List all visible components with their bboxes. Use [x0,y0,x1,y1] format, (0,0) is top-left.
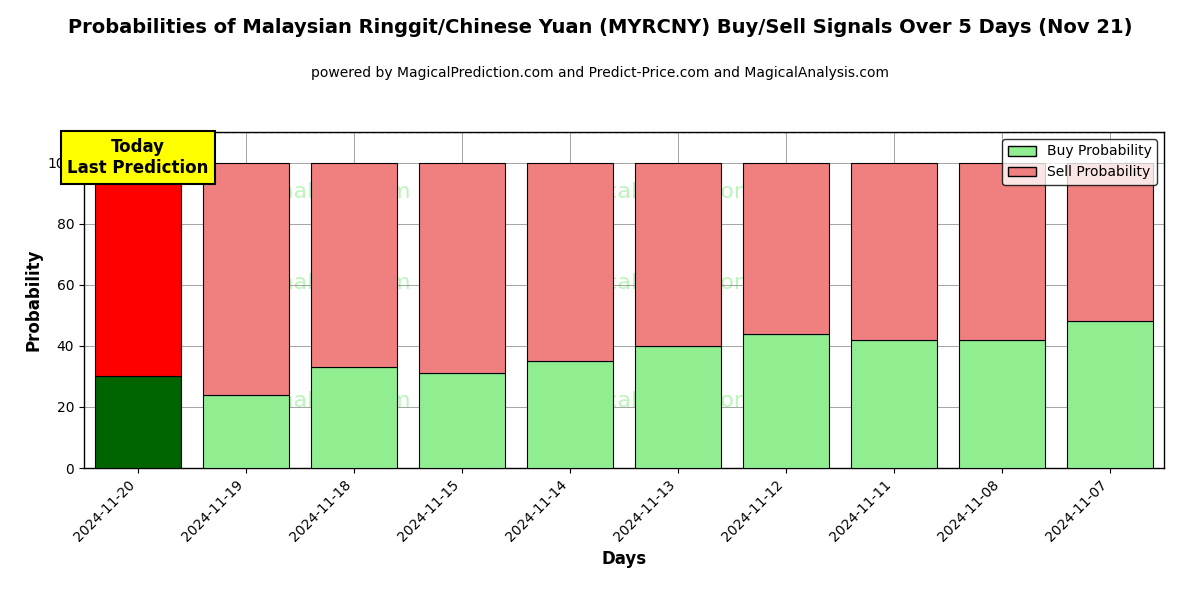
Bar [743,163,829,334]
Bar [419,373,505,468]
Text: Probabilities of Malaysian Ringgit/Chinese Yuan (MYRCNY) Buy/Sell Signals Over 5: Probabilities of Malaysian Ringgit/Chine… [67,18,1133,37]
Bar [1067,322,1153,468]
Bar [959,340,1045,468]
Text: calAnalysis.com: calAnalysis.com [233,273,410,293]
Bar [851,340,937,468]
Text: MagicalPrediction.com: MagicalPrediction.com [553,182,803,202]
Bar [311,367,397,468]
Text: powered by MagicalPrediction.com and Predict-Price.com and MagicalAnalysis.com: powered by MagicalPrediction.com and Pre… [311,66,889,80]
Bar [851,163,937,340]
Bar [635,163,721,346]
Bar [419,163,505,373]
Bar [311,163,397,367]
Bar [203,163,289,395]
Legend: Buy Probability, Sell Probability: Buy Probability, Sell Probability [1002,139,1157,185]
Bar [527,163,613,361]
Bar [95,163,181,376]
Bar [95,376,181,468]
Bar [743,334,829,468]
Bar [959,163,1045,340]
Bar [1067,163,1153,322]
Bar [527,361,613,468]
Bar [203,395,289,468]
Text: MagicalPrediction.com: MagicalPrediction.com [553,273,803,293]
Text: Today
Last Prediction: Today Last Prediction [67,138,209,177]
Y-axis label: Probability: Probability [24,249,42,351]
Text: calAnalysis.com: calAnalysis.com [233,182,410,202]
Text: calAnalysis.com: calAnalysis.com [233,391,410,411]
Bar [635,346,721,468]
X-axis label: Days: Days [601,550,647,568]
Text: MagicalPrediction.com: MagicalPrediction.com [553,391,803,411]
